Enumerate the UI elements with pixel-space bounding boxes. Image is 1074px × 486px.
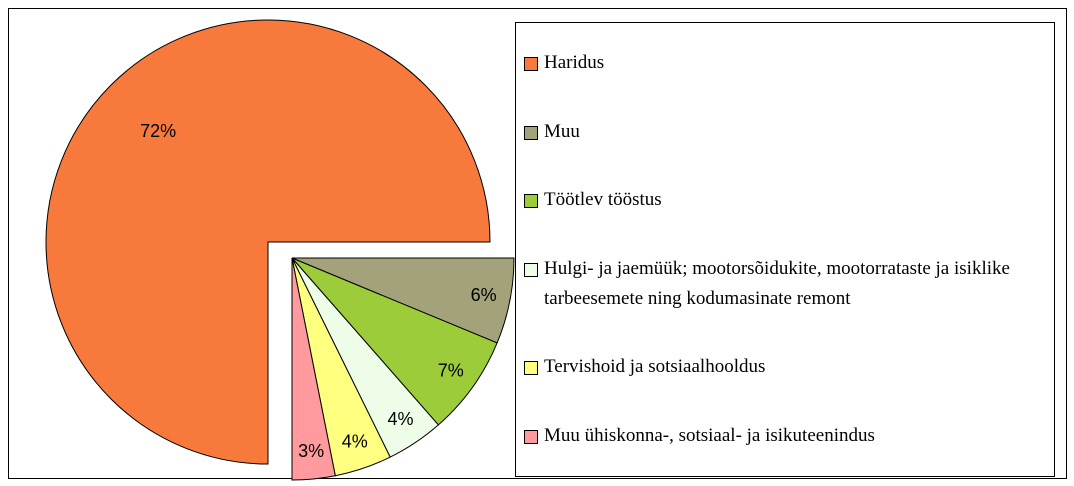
pie-slice bbox=[45, 19, 491, 465]
legend-label: Hulgi- ja jaemüük; mootorsõidukite, moot… bbox=[544, 257, 1010, 309]
legend-item: Töötlev tööstus bbox=[524, 185, 1046, 215]
legend-item: Muu bbox=[524, 117, 1046, 147]
data-label: 4% bbox=[342, 432, 368, 452]
legend-item: Haridus bbox=[524, 48, 1046, 78]
legend: Haridus Muu Töötlev tööstus Hulgi- ja jaemü… bbox=[515, 22, 1055, 477]
legend-item: Muu ühiskonna-, sotsiaal- ja isikuteenin… bbox=[524, 421, 1046, 451]
legend-swatch bbox=[524, 57, 538, 72]
pie-slice bbox=[291, 257, 336, 481]
legend-label: Muu bbox=[544, 120, 580, 142]
legend-label: Haridus bbox=[544, 52, 605, 74]
data-label: 4% bbox=[388, 409, 414, 429]
frame bbox=[8, 8, 1067, 479]
legend-item: Tervishoid ja sotsiaalhooldus bbox=[524, 352, 1046, 382]
legend-label: Tervishoid ja sotsiaalhooldus bbox=[544, 356, 766, 378]
data-label: 3% bbox=[298, 441, 324, 461]
pie-slice bbox=[291, 257, 498, 426]
legend-label: Muu ühiskonna-, sotsiaal- ja isikuteenin… bbox=[544, 424, 875, 446]
legend-swatch bbox=[524, 429, 538, 444]
data-label: 7% bbox=[438, 361, 464, 381]
legend-swatch bbox=[524, 194, 538, 209]
data-label: 72% bbox=[140, 121, 176, 141]
legend-item: Hulgi- ja jaemüük; mootorsõidukite, moot… bbox=[524, 254, 1046, 314]
legend-label: Töötlev tööstus bbox=[544, 189, 662, 211]
data-label: 6% bbox=[471, 285, 497, 305]
legend-swatch bbox=[524, 361, 538, 376]
legend-swatch bbox=[524, 125, 538, 140]
legend-swatch bbox=[524, 262, 538, 277]
